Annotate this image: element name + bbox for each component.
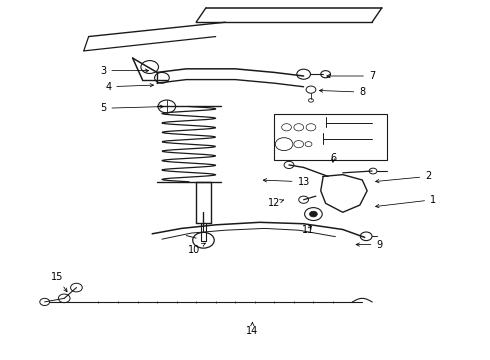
Text: 6: 6 — [330, 153, 336, 163]
Circle shape — [360, 232, 372, 240]
Text: 7: 7 — [327, 71, 375, 81]
Text: 4: 4 — [105, 82, 153, 92]
Circle shape — [284, 161, 294, 168]
Circle shape — [141, 60, 159, 73]
Text: 1: 1 — [376, 195, 436, 208]
Text: 11: 11 — [302, 225, 315, 235]
Circle shape — [58, 294, 70, 303]
Text: 8: 8 — [319, 87, 366, 97]
Circle shape — [294, 124, 304, 131]
Circle shape — [305, 141, 312, 147]
Text: 2: 2 — [376, 171, 431, 183]
Circle shape — [305, 208, 322, 221]
Circle shape — [369, 168, 377, 174]
Text: 10: 10 — [188, 243, 205, 255]
Text: 13: 13 — [263, 177, 310, 187]
Circle shape — [193, 232, 214, 248]
Circle shape — [321, 71, 331, 78]
Text: 14: 14 — [246, 323, 258, 336]
Text: 15: 15 — [50, 272, 67, 292]
Bar — [274, 114, 387, 160]
Circle shape — [309, 99, 314, 102]
Circle shape — [40, 298, 49, 306]
Text: 12: 12 — [268, 198, 284, 208]
Text: 5: 5 — [100, 103, 163, 113]
Circle shape — [158, 100, 175, 113]
Circle shape — [306, 124, 316, 131]
Circle shape — [282, 124, 292, 131]
Circle shape — [71, 283, 82, 292]
Circle shape — [275, 138, 293, 150]
Circle shape — [155, 72, 169, 83]
Circle shape — [299, 196, 309, 203]
Circle shape — [310, 211, 318, 217]
Circle shape — [306, 86, 316, 93]
Text: 3: 3 — [100, 66, 148, 76]
Circle shape — [294, 140, 304, 148]
Circle shape — [297, 69, 311, 79]
Text: 9: 9 — [356, 239, 382, 249]
